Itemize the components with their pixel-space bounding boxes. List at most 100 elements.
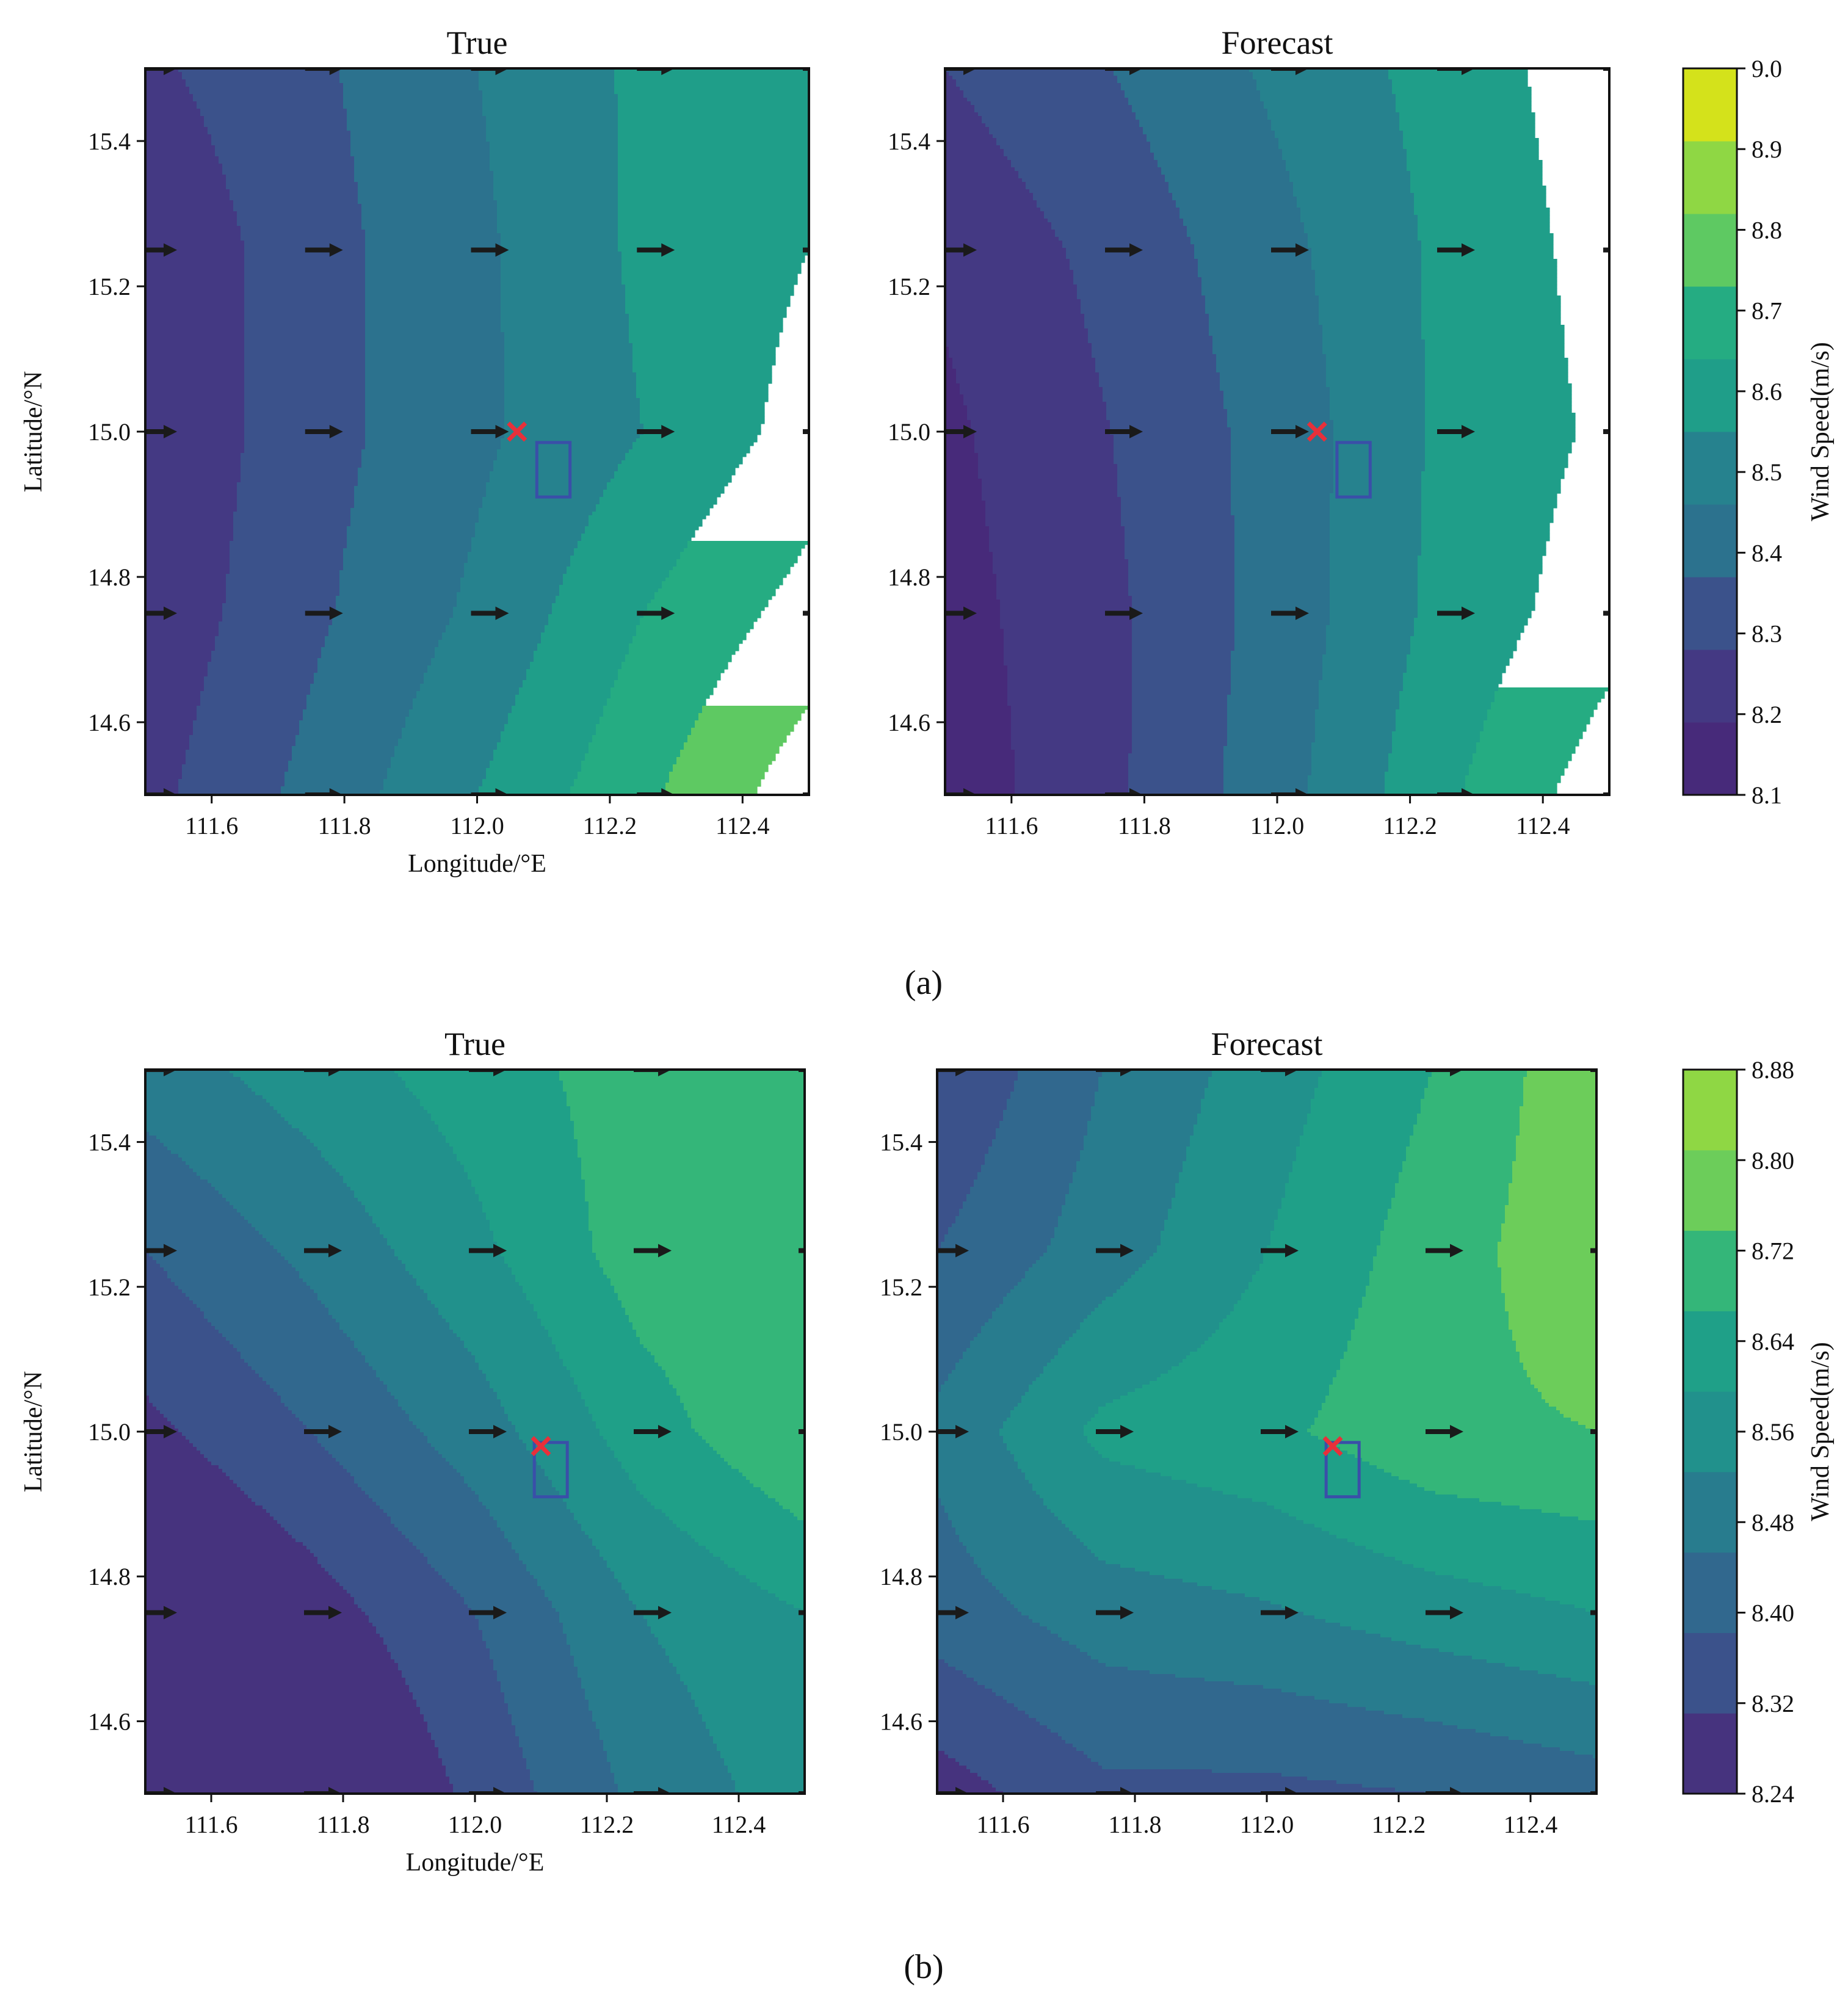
contour-cell — [365, 350, 505, 355]
contour-cell — [552, 607, 648, 611]
contour-cell — [1326, 636, 1411, 640]
contour-cell — [519, 1557, 604, 1561]
contour-cell — [1073, 1172, 1179, 1176]
contour-cell — [193, 98, 344, 102]
contour-cell — [945, 761, 1015, 765]
contour-cell — [233, 200, 358, 205]
contour-cell — [945, 288, 1078, 292]
contour-cell — [1003, 1436, 1088, 1440]
contour-cell — [1234, 559, 1330, 563]
contour-cell — [607, 698, 706, 703]
contour-cell — [266, 1099, 421, 1103]
contour-cell — [537, 647, 629, 651]
contour-cell — [1095, 1553, 1385, 1557]
contour-cell — [1260, 94, 1396, 98]
contour-cell — [1231, 497, 1330, 501]
contour-cell — [145, 460, 241, 465]
contour-cell — [482, 1209, 589, 1213]
contour-cell — [383, 1637, 483, 1642]
contour-cell — [358, 482, 487, 487]
contour-cell — [974, 1678, 1205, 1682]
contour-cell — [1395, 1194, 1509, 1198]
contour-cell — [1212, 343, 1323, 347]
contour-cell — [1322, 662, 1407, 666]
contour-cell — [1296, 1150, 1407, 1154]
y-tick-label: 14.8 — [88, 1563, 131, 1590]
contour-cell — [145, 1311, 205, 1316]
y-tick-label: 14.6 — [88, 1708, 131, 1735]
contour-cell — [680, 1678, 805, 1682]
contour-cell — [960, 387, 1103, 391]
contour-cell — [145, 1289, 183, 1294]
contour-cell — [1322, 1403, 1549, 1407]
contour-cell — [1037, 204, 1176, 208]
contour-cell — [145, 402, 245, 406]
contour-cell — [1080, 1538, 1348, 1543]
contour-cell — [145, 142, 212, 146]
contour-cell — [1483, 1582, 1596, 1587]
contour-cell — [1003, 1114, 1092, 1118]
wind-arrow — [1437, 243, 1475, 257]
contour-cell — [981, 1571, 1150, 1576]
contour-cell — [145, 1692, 413, 1697]
contour-cell — [145, 277, 245, 281]
contour-cell — [482, 1634, 567, 1638]
contour-cell — [1114, 72, 1253, 76]
contour-cell — [1201, 277, 1316, 281]
contour-cell — [585, 757, 677, 761]
y-axis-label: Latitude/°N — [20, 371, 48, 493]
contour-cell — [314, 673, 424, 677]
contour-cell — [1231, 684, 1319, 688]
contour-cell — [226, 581, 340, 585]
contour-cell — [618, 94, 809, 98]
contour-cell — [1516, 1143, 1596, 1147]
contour-cell — [339, 72, 479, 76]
contour-cell — [1417, 1484, 1596, 1488]
contour-cell — [145, 669, 208, 673]
contour-cell — [145, 1623, 373, 1627]
contour-cell — [1418, 563, 1543, 567]
contour-cell — [570, 1509, 662, 1513]
contour-cell — [945, 706, 1012, 710]
contour-cell — [501, 306, 626, 311]
contour-cell — [1132, 720, 1228, 725]
contour-cell — [1399, 1176, 1513, 1180]
contour-cell — [621, 1304, 805, 1308]
contour-cell — [1004, 647, 1132, 651]
contour-cell — [490, 149, 618, 153]
contour-cell — [709, 1729, 805, 1733]
contour-cell — [959, 1209, 1062, 1213]
contour-cell — [1421, 292, 1557, 296]
contour-cell — [1007, 676, 1132, 681]
contour-cell — [643, 427, 761, 432]
contour-cell — [1234, 592, 1330, 596]
contour-cell — [1212, 1586, 1502, 1590]
wind-arrow — [1105, 68, 1143, 75]
contour-cell — [1099, 376, 1220, 380]
contour-cell — [145, 611, 223, 615]
contour-cell — [654, 1355, 805, 1360]
contour-cell — [468, 552, 574, 556]
contour-cell — [1505, 1293, 1596, 1297]
contour-cell — [1117, 464, 1231, 468]
contour-cell — [178, 786, 281, 791]
contour-cell — [993, 134, 1147, 139]
wind-arrow — [803, 247, 809, 253]
contour-cell — [948, 1377, 1037, 1382]
contour-cell — [508, 1418, 593, 1422]
contour-cell — [945, 603, 1001, 607]
contour-cell — [945, 211, 1045, 216]
contour-cell — [618, 175, 809, 179]
contour-cell — [1267, 1245, 1377, 1250]
contour-cell — [402, 1674, 498, 1678]
contour-cell — [1289, 175, 1411, 179]
contour-cell — [416, 695, 516, 699]
wind-arrow — [1096, 1425, 1134, 1438]
contour-cell — [343, 83, 479, 87]
contour-cell — [1399, 1179, 1513, 1184]
contour-cell — [145, 717, 197, 721]
contour-cell — [145, 1355, 241, 1360]
contour-cell — [1033, 197, 1173, 201]
contour-cell — [405, 1264, 509, 1268]
panel-b: 111.6 111.8 112.0 112.2 112.415.415.215.014.… — [20, 1026, 1835, 1986]
